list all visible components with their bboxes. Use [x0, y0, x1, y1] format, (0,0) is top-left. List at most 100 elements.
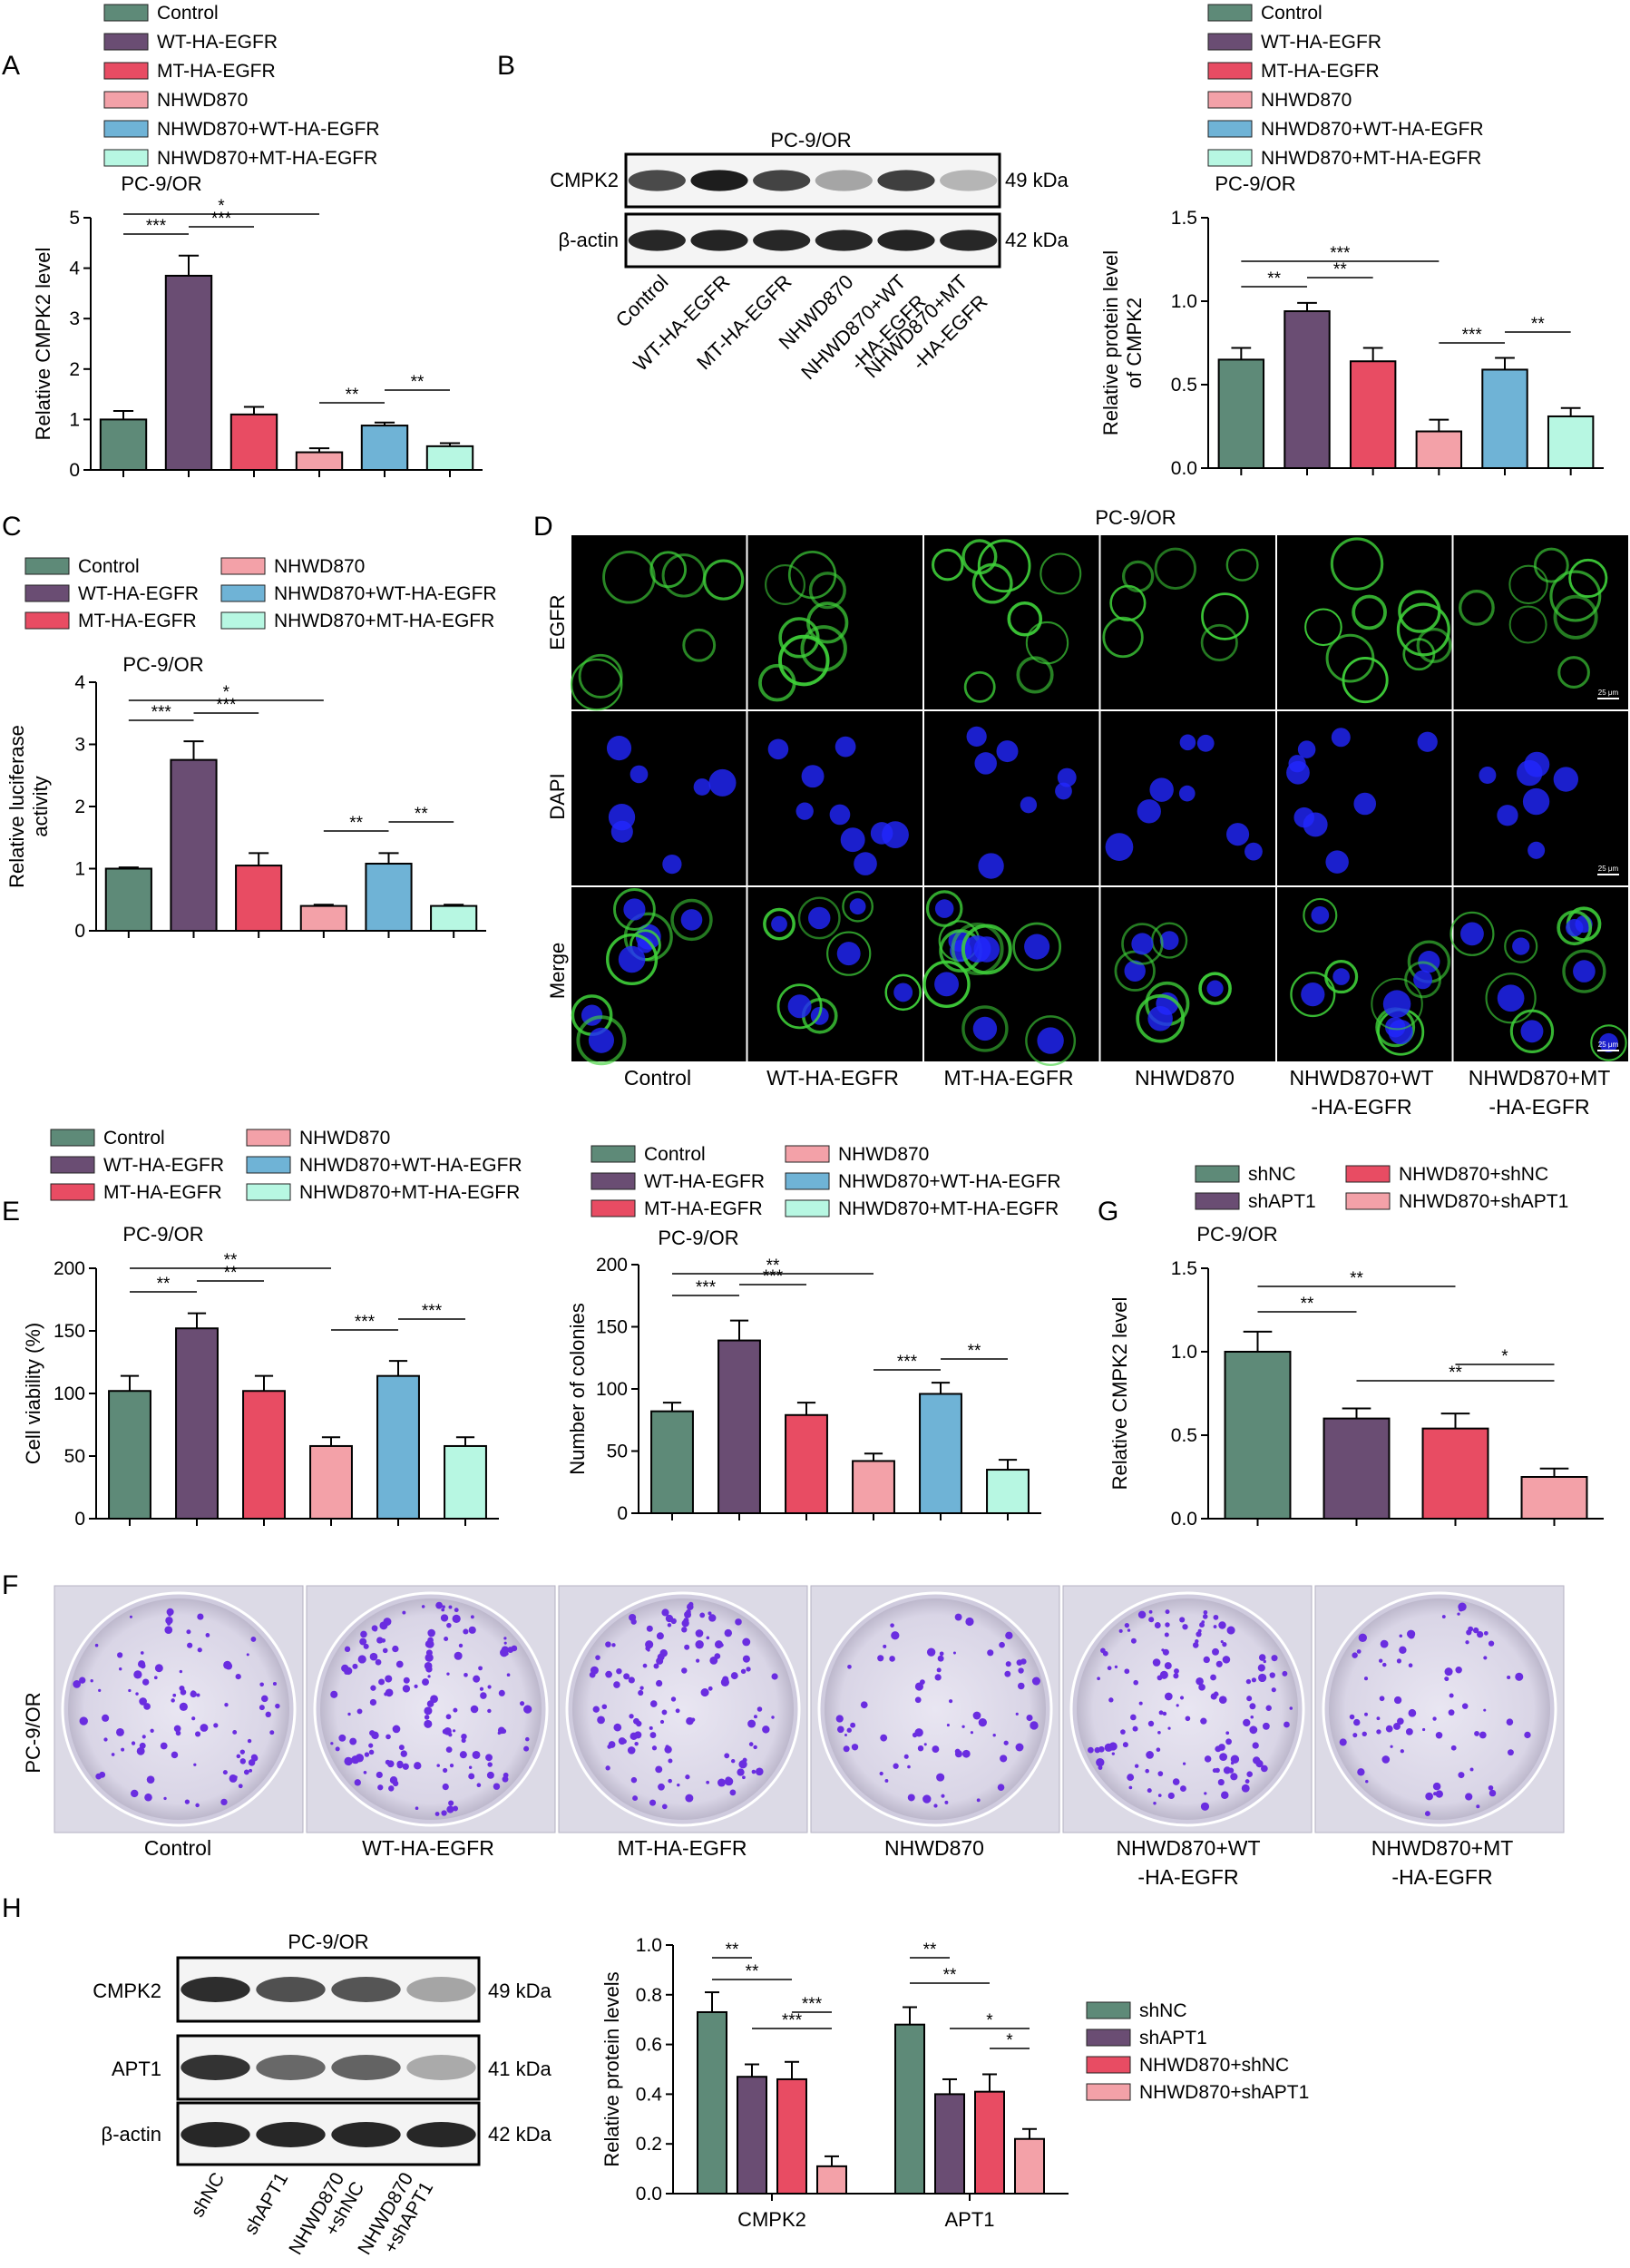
- colony: [1474, 1731, 1479, 1736]
- bar-5: [425, 445, 474, 472]
- colony: [402, 1763, 409, 1770]
- colony: [376, 1637, 384, 1644]
- legend-g-item-label: shNC: [1248, 1164, 1296, 1185]
- colony: [941, 1794, 945, 1798]
- blot-band: [628, 230, 686, 251]
- dapi-nucleus: [801, 765, 825, 788]
- colony: [914, 1682, 924, 1691]
- colony: [992, 1734, 996, 1737]
- colony: [378, 1678, 386, 1686]
- colony: [658, 1783, 665, 1791]
- colony: [344, 1646, 351, 1653]
- colony: [771, 1673, 778, 1680]
- colony: [239, 1758, 246, 1765]
- plates-col-6b: -HA-EGFR: [1391, 1865, 1492, 1889]
- colony: [344, 1669, 349, 1675]
- legend-h-item-label: shAPT1: [1139, 2028, 1207, 2048]
- egfr-cell: [1508, 564, 1548, 605]
- colony: [272, 1681, 278, 1686]
- bar-1: [1323, 1417, 1391, 1520]
- legend-a-item-label: Control: [157, 3, 219, 24]
- colony: [1138, 1701, 1143, 1706]
- egfr-cell: [1016, 656, 1054, 694]
- sig-label: ***: [146, 217, 167, 236]
- colony: [836, 1725, 844, 1734]
- egfr-cell: [1371, 977, 1423, 1031]
- colony: [440, 1614, 449, 1622]
- colony: [879, 1771, 883, 1776]
- colony: [453, 1729, 456, 1733]
- blot-h-size-apt1: 41 kDa: [488, 2058, 551, 2080]
- egfr-cell: [961, 924, 1012, 975]
- egfr-cell: [826, 931, 872, 976]
- sig-label: **: [224, 1251, 238, 1270]
- colony: [655, 1765, 663, 1774]
- y-tick-label: 0.2: [636, 2134, 662, 2155]
- colony: [1289, 1706, 1293, 1710]
- microscopy-row-merge: Merge: [546, 943, 569, 999]
- colony: [1203, 1609, 1208, 1615]
- colony: [1408, 1663, 1413, 1668]
- colony: [1217, 1778, 1225, 1786]
- colony: [143, 1703, 151, 1710]
- dapi-nucleus: [1024, 934, 1050, 960]
- plates-col-3: MT-HA-EGFR: [617, 1836, 747, 1860]
- colony: [445, 1714, 452, 1720]
- colony: [1120, 1729, 1126, 1735]
- colony: [330, 1690, 338, 1698]
- colony: [932, 1745, 940, 1754]
- dapi-nucleus: [1522, 787, 1550, 816]
- colony: [649, 1732, 657, 1739]
- colony: [131, 1789, 139, 1798]
- colony: [661, 1709, 668, 1716]
- colony: [1122, 1742, 1128, 1748]
- egfr-cell: [776, 983, 823, 1030]
- legend-g-item-label: shAPT1: [1248, 1191, 1316, 1212]
- colony: [166, 1608, 174, 1616]
- dapi-nucleus: [972, 1016, 998, 1041]
- colony: [1339, 1738, 1347, 1746]
- y-tick-label: 150: [596, 1317, 628, 1338]
- y-tick-label: 100: [54, 1383, 85, 1404]
- colony: [269, 1730, 275, 1735]
- colony: [997, 1784, 1005, 1792]
- colony: [1408, 1708, 1417, 1717]
- egfr-cell: [1549, 570, 1602, 622]
- micrograph-tile: [747, 711, 922, 885]
- y-tick-label: 0.6: [636, 2035, 662, 2056]
- colony: [115, 1728, 124, 1736]
- colony: [1265, 1705, 1272, 1711]
- egfr-cell: [1509, 1009, 1555, 1053]
- colony: [352, 1663, 358, 1669]
- colony: [1244, 1779, 1250, 1784]
- colony: [436, 1764, 440, 1767]
- colony: [649, 1700, 658, 1707]
- dapi-nucleus: [1598, 1032, 1619, 1053]
- colony: [1162, 1648, 1169, 1656]
- colony: [1097, 1677, 1100, 1681]
- egfr-cell: [1039, 552, 1082, 595]
- y-axis-label: Relative luciferase: [5, 725, 28, 888]
- colony: [670, 1618, 677, 1625]
- colony: [1161, 1648, 1165, 1652]
- bar-4: [365, 863, 413, 933]
- legend-e1-item-label: NHWD870+MT-HA-EGFR: [299, 1182, 520, 1203]
- colony: [360, 1630, 367, 1638]
- egfr-cell: [1200, 623, 1238, 662]
- colony: [1435, 1790, 1443, 1798]
- colony: [1507, 1675, 1511, 1680]
- colony: [1213, 1625, 1217, 1628]
- colony: [493, 1783, 501, 1790]
- colony: [1390, 1745, 1393, 1748]
- plates-row-label: PC-9/OR: [22, 1692, 44, 1773]
- bar-2: [229, 413, 278, 471]
- colony: [1263, 1659, 1266, 1664]
- legend-e1-item-swatch: [246, 1129, 291, 1147]
- colony: [1157, 1794, 1162, 1797]
- egfr-cell: [808, 572, 846, 610]
- colony: [196, 1693, 200, 1697]
- plates-col-5a: NHWD870+WT: [1116, 1836, 1260, 1860]
- colony: [1152, 1658, 1161, 1667]
- sig-label: **: [1350, 1269, 1363, 1288]
- colony: [98, 1688, 102, 1693]
